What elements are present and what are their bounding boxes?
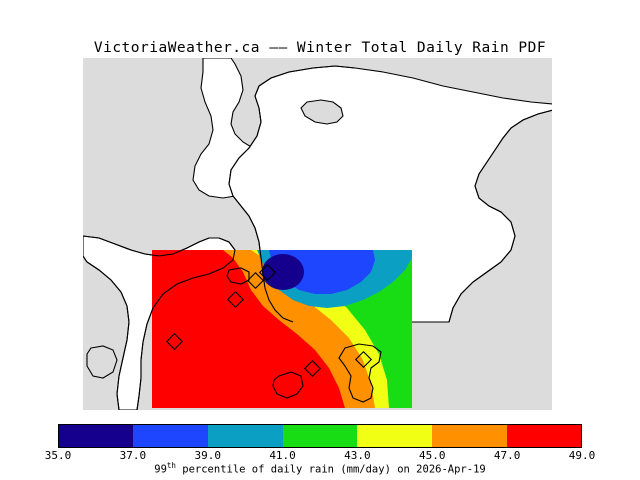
island-inshore-south [272, 371, 304, 399]
colorbar-segment-5 [432, 424, 508, 448]
colorbar-segment-3 [282, 424, 358, 448]
colorbar[interactable] [58, 424, 582, 448]
colorbar-tick-label-2: 39.0 [194, 449, 221, 462]
contour-band-35-37 [262, 254, 304, 290]
colorbar-tick-label-5: 45.0 [419, 449, 446, 462]
island-inshore-east [338, 343, 382, 403]
contour-fill-group [152, 250, 412, 408]
island-small-west [226, 267, 250, 285]
map-graphic [83, 58, 552, 410]
diamond-marker[interactable] [303, 359, 322, 378]
coastline-overlay [83, 65, 552, 410]
diamond-marker[interactable] [246, 271, 265, 290]
caption-rest: percentile of daily rain (mm/day) on 202… [175, 463, 486, 476]
colorbar-tick-label-3: 41.0 [269, 449, 296, 462]
colorbar-segment-0 [58, 424, 133, 448]
colorbar-tick-label-6: 47.0 [493, 449, 521, 462]
station-markers[interactable] [165, 263, 373, 378]
diamond-marker[interactable] [354, 350, 373, 369]
islands [86, 99, 382, 403]
map-panel[interactable] [83, 58, 552, 410]
colorbar-tick-label-1: 37.0 [119, 449, 147, 462]
colorbar-segment-4 [357, 424, 433, 448]
island-north [300, 99, 344, 125]
page-title: VictoriaWeather.ca —— Winter Total Daily… [93, 40, 547, 56]
colorbar-tick-label-7: 49.0 [568, 449, 596, 462]
colorbar-tick-label-4: 43.0 [344, 449, 371, 462]
colorbar-tick-label-0: 35.0 [44, 449, 72, 462]
diamond-marker[interactable] [165, 332, 184, 351]
island-southwest [86, 345, 118, 379]
colorbar-segment-1 [132, 424, 208, 448]
caption-superscript: th [166, 461, 176, 470]
colorbar-caption: 99th percentile of daily rain (mm/day) o… [0, 461, 640, 476]
colorbar-segment-6 [507, 424, 582, 448]
diamond-marker[interactable] [258, 263, 277, 282]
caption-prefix: 99 [154, 463, 167, 476]
diamond-marker[interactable] [226, 290, 245, 309]
colorbar-segment-2 [207, 424, 283, 448]
